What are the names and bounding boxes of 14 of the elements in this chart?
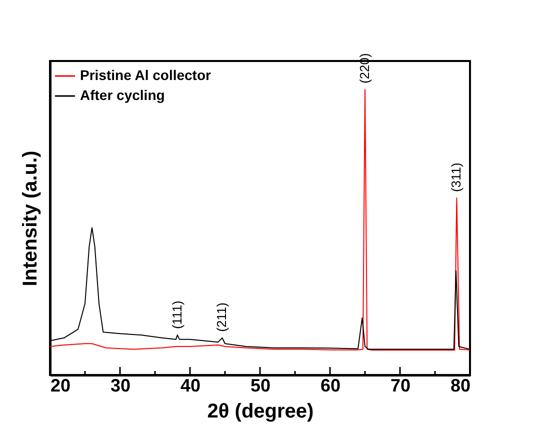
legend-label: After cycling xyxy=(80,87,165,103)
x-tick-label: 60 xyxy=(320,376,341,396)
x-tick-label: 30 xyxy=(110,376,131,396)
annotation: (111) xyxy=(169,300,184,330)
x-axis-title: 2θ (degree) xyxy=(207,400,314,422)
x-tick-label: 50 xyxy=(250,376,271,396)
annotation: (311) xyxy=(448,162,464,192)
x-tick-label: 70 xyxy=(390,376,411,396)
annotation: (211) xyxy=(214,302,230,332)
x-tick-label: 80 xyxy=(450,376,470,396)
legend-label: Pristine Al collector xyxy=(80,67,212,83)
x-tick-label: 40 xyxy=(180,376,201,396)
x-tick-label: 20 xyxy=(50,376,71,396)
y-axis-title: Intensity (a.u.) xyxy=(20,150,42,286)
